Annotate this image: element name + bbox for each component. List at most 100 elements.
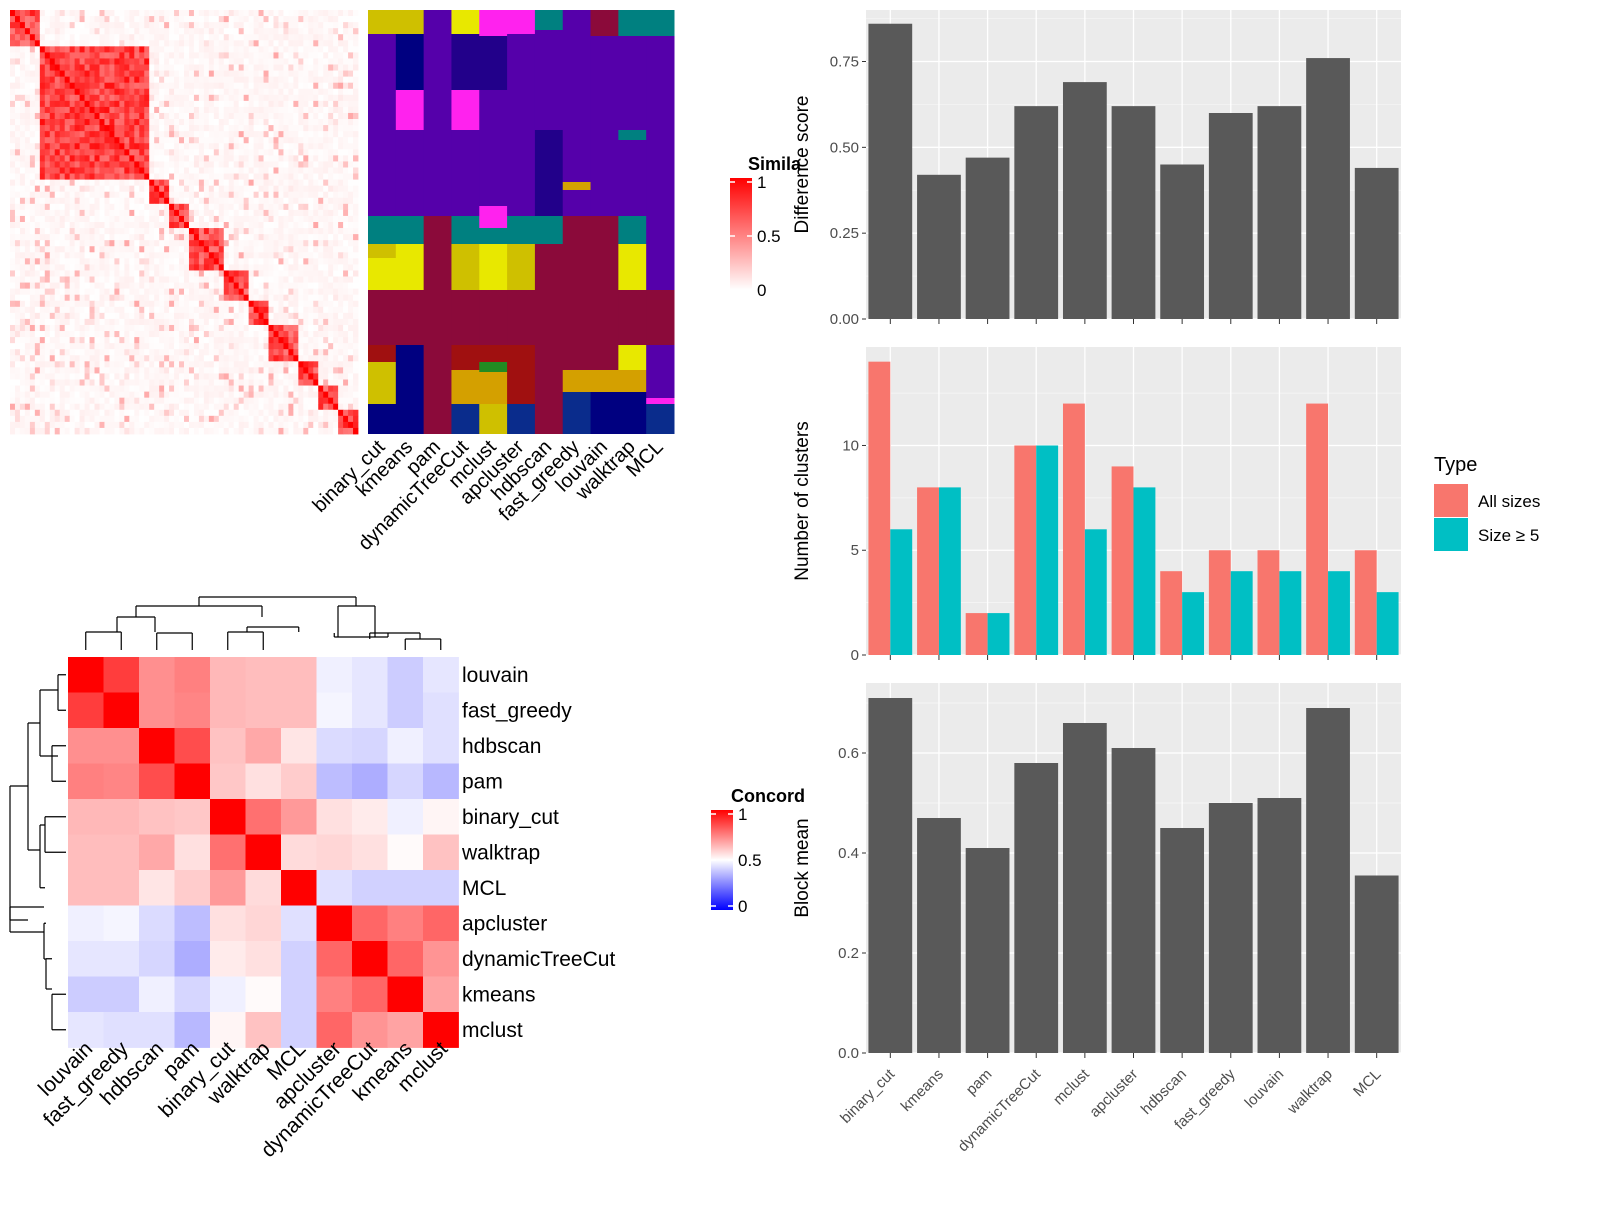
similarity-cell	[259, 89, 264, 95]
similarity-cell	[174, 216, 179, 222]
similarity-cell	[348, 246, 353, 252]
similarity-cell	[80, 428, 85, 434]
similarity-cell	[239, 301, 244, 307]
similarity-cell	[65, 198, 70, 204]
similarity-cell	[308, 131, 313, 137]
similarity-cell	[90, 137, 95, 143]
similarity-cell	[189, 46, 194, 52]
similarity-cell	[303, 107, 308, 113]
similarity-cell	[35, 289, 40, 295]
similarity-cell	[333, 16, 338, 22]
similarity-cell	[343, 373, 348, 379]
similarity-cell	[134, 270, 139, 276]
similarity-cell	[259, 416, 264, 422]
similarity-cell	[159, 180, 164, 186]
partition-cell	[368, 345, 396, 362]
partition-cell	[646, 10, 674, 36]
similarity-cell	[249, 46, 254, 52]
similarity-cell	[254, 234, 259, 240]
similarity-cell	[129, 83, 134, 89]
similarity-cell	[25, 355, 30, 361]
similarity-cell	[353, 398, 358, 404]
similarity-cell	[85, 119, 90, 125]
similarity-cell	[65, 355, 70, 361]
similarity-cell	[273, 174, 278, 180]
similarity-cell	[119, 355, 124, 361]
similarity-cell	[259, 361, 264, 367]
similarity-cell	[10, 77, 15, 83]
similarity-cell	[288, 89, 293, 95]
similarity-cell	[194, 258, 199, 264]
similarity-cell	[313, 301, 318, 307]
similarity-cell	[199, 137, 204, 143]
similarity-cell	[139, 77, 144, 83]
similarity-cell	[229, 355, 234, 361]
similarity-cell	[318, 270, 323, 276]
similarity-cell	[124, 392, 129, 398]
similarity-cell	[313, 65, 318, 71]
similarity-cell	[348, 40, 353, 46]
similarity-cell	[109, 52, 114, 58]
similarity-cell	[55, 89, 60, 95]
similarity-cell	[259, 410, 264, 416]
similarity-cell	[144, 155, 149, 161]
similarity-cell	[154, 343, 159, 349]
similarity-cell	[80, 161, 85, 167]
similarity-cell	[259, 367, 264, 373]
similarity-cell	[129, 22, 134, 28]
similarity-cell	[134, 89, 139, 95]
similarity-cell	[283, 379, 288, 385]
similarity-cell	[249, 301, 254, 307]
similarity-cell	[234, 337, 239, 343]
similarity-cell	[343, 319, 348, 325]
similarity-cell	[328, 131, 333, 137]
similarity-cell	[254, 252, 259, 258]
similarity-cell	[45, 22, 50, 28]
similarity-cell	[174, 58, 179, 64]
similarity-cell	[139, 331, 144, 337]
similarity-cell	[60, 89, 65, 95]
similarity-cell	[40, 143, 45, 149]
similarity-cell	[80, 240, 85, 246]
similarity-cell	[70, 379, 75, 385]
similarity-cell	[194, 331, 199, 337]
similarity-cell	[159, 404, 164, 410]
similarity-cell	[55, 422, 60, 428]
similarity-cell	[129, 89, 134, 95]
similarity-cell	[244, 180, 249, 186]
similarity-cell	[298, 113, 303, 119]
similarity-cell	[249, 234, 254, 240]
similarity-cell	[189, 307, 194, 313]
similarity-cell	[174, 319, 179, 325]
similarity-cell	[308, 149, 313, 155]
similarity-cell	[313, 95, 318, 101]
similarity-cell	[144, 410, 149, 416]
similarity-cell	[249, 198, 254, 204]
similarity-cell	[45, 192, 50, 198]
similarity-cell	[119, 373, 124, 379]
similarity-cell	[269, 28, 274, 34]
similarity-cell	[114, 392, 119, 398]
similarity-cell	[75, 16, 80, 22]
similarity-cell	[179, 58, 184, 64]
similarity-cell	[338, 10, 343, 16]
similarity-cell	[149, 283, 154, 289]
similarity-cell	[189, 240, 194, 246]
similarity-cell	[353, 222, 358, 228]
similarity-cell	[164, 319, 169, 325]
similarity-cell	[298, 258, 303, 264]
similarity-cell	[80, 404, 85, 410]
similarity-cell	[149, 325, 154, 331]
similarity-cell	[159, 270, 164, 276]
similarity-cell	[75, 252, 80, 258]
similarity-cell	[55, 161, 60, 167]
similarity-cell	[149, 131, 154, 137]
similarity-cell	[204, 246, 209, 252]
similarity-cell	[139, 119, 144, 125]
similarity-cell	[204, 264, 209, 270]
similarity-cell	[264, 77, 269, 83]
similarity-cell	[20, 252, 25, 258]
similarity-cell	[333, 361, 338, 367]
similarity-cell	[45, 40, 50, 46]
similarity-cell	[283, 16, 288, 22]
